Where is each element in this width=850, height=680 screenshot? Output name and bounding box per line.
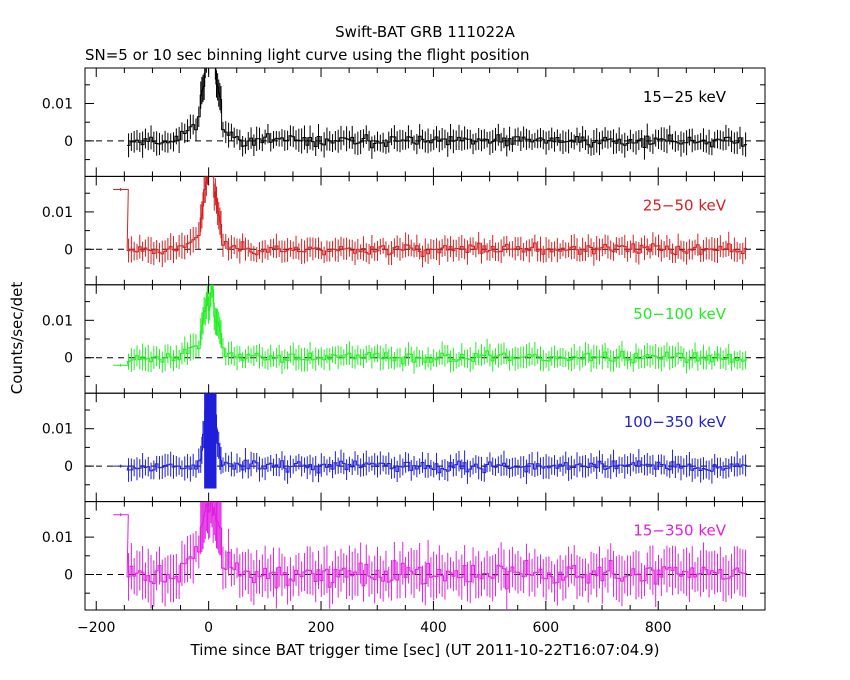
panel-label: 50−100 keV (633, 305, 726, 323)
y-tick-label: 0 (64, 242, 73, 258)
y-tick-label: 0 (64, 351, 73, 367)
panel-4: 0 0.01 100−350 keV (42, 392, 766, 503)
panel-2: 0 0.01 25−50 keV (42, 175, 766, 286)
y-tick-label: 0.01 (42, 422, 73, 438)
panel-label: 15−25 keV (643, 88, 727, 106)
step-curve (113, 501, 747, 590)
panel-1: 0 0.01 15−25 keV (42, 67, 766, 177)
y-tick-label: 0.01 (42, 97, 73, 113)
panel-3: 0 0.01 50−100 keV (42, 284, 766, 394)
step-curve (113, 284, 747, 366)
y-tick-label: 0 (64, 567, 73, 583)
panels-group: 0 0.01 15−25 keV 0 0.01 25−50 keV 0 0.01 50−100 … (42, 67, 766, 636)
chart-subtitle: SN=5 or 10 sec binning light curve using… (85, 46, 530, 64)
panel-frame (84, 284, 766, 394)
step-curve (113, 176, 747, 257)
series-2 (113, 176, 747, 268)
series-4 (113, 393, 747, 489)
series-1 (127, 68, 747, 160)
panel-frame (84, 67, 766, 177)
y-tick-label: 0 (64, 459, 73, 475)
x-tick-label: 0 (204, 620, 213, 636)
x-tick-label: 800 (645, 620, 672, 636)
y-tick-label: 0.01 (42, 313, 73, 329)
x-tick-label: 400 (420, 620, 447, 636)
panel-label: 100−350 keV (624, 413, 727, 431)
y-tick-label: 0.01 (42, 205, 73, 221)
step-curve (127, 68, 747, 149)
y-tick-label: 0.01 (42, 530, 73, 546)
y-tick-label: 0 (64, 134, 73, 150)
x-axis-label: Time since BAT trigger time [sec] (UT 20… (190, 641, 660, 659)
y-axis-label: Counts/sec/det (8, 282, 26, 395)
panel-frame (84, 392, 766, 503)
x-tick-label: −200 (77, 620, 115, 636)
panel-frame (84, 175, 766, 286)
chart-title: Swift-BAT GRB 111022A (335, 23, 515, 41)
series-5 (113, 501, 747, 610)
series-3 (113, 284, 747, 374)
panel-5: 0 0.01 15−350 keV (42, 501, 766, 611)
x-tick-label: 600 (532, 620, 559, 636)
panel-label: 15−350 keV (633, 522, 726, 540)
panel-label: 25−50 keV (643, 196, 727, 214)
step-curve (113, 393, 747, 474)
x-tick-label: 200 (308, 620, 335, 636)
